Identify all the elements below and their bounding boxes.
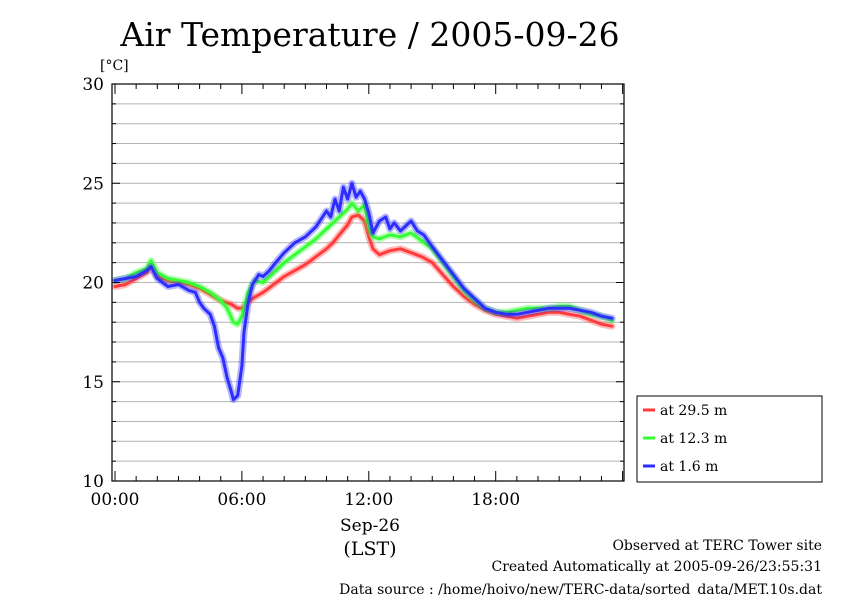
y-tick-label: 30 — [82, 75, 104, 95]
legend-label: at 12.3 m — [660, 431, 727, 447]
y-tick-label: 25 — [82, 174, 104, 194]
series-line — [113, 213, 614, 328]
chart-title: Air Temperature / 2005-09-26 — [119, 15, 619, 54]
y-tick-label: 15 — [82, 373, 104, 393]
y-axis-ticks: 10 15 20 25 30 — [82, 75, 624, 492]
x-axis-date-label: Sep-26 — [340, 516, 400, 536]
x-tick-label: 18:00 — [471, 490, 520, 510]
series-line — [113, 181, 614, 402]
series-line — [113, 201, 614, 326]
legend: at 29.5 m at 12.3 m at 1.6 m — [636, 395, 823, 483]
x-axis-timezone-label: (LST) — [343, 538, 396, 560]
legend-label: at 29.5 m — [660, 403, 727, 419]
y-tick-label: 20 — [82, 274, 104, 294]
footer-site: Observed at TERC Tower site — [612, 538, 822, 554]
y-tick-label: 10 — [82, 472, 104, 492]
x-tick-label: 00:00 — [91, 490, 140, 510]
x-tick-label: 06:00 — [217, 490, 266, 510]
footer-source: Data source : /home/hoivo/new/TERC-data/… — [339, 582, 822, 595]
x-axis-ticks: 00:00 06:00 12:00 18:00 — [91, 84, 624, 510]
legend-label: at 1.6 m — [660, 459, 718, 475]
series-lines — [111, 179, 616, 404]
footer-created: Created Automatically at 2005-09-26/23:5… — [491, 559, 822, 575]
x-tick-label: 12:00 — [344, 490, 393, 510]
y-axis-unit: [°C] — [100, 58, 129, 74]
legend-box — [636, 395, 823, 483]
